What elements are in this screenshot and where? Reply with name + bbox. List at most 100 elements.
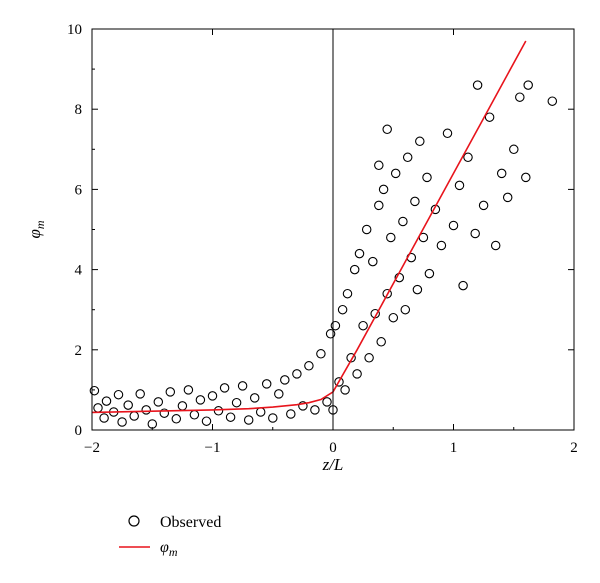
y-tick-label: 10 (67, 22, 82, 38)
observed-point (402, 152, 413, 163)
observed-point (388, 312, 399, 323)
observed-point (386, 232, 396, 243)
observed-point (424, 268, 435, 279)
observed-point (523, 80, 533, 90)
observed-point (255, 407, 266, 417)
observed-point (436, 240, 447, 251)
legend-phi-m-label: φm (160, 539, 178, 559)
observed-point (448, 220, 459, 231)
observed-point (374, 160, 384, 171)
observed-point (280, 375, 290, 385)
observed-point (472, 80, 483, 90)
observed-point (322, 397, 332, 407)
observed-point (412, 284, 423, 295)
observed-point (398, 216, 408, 227)
legend-observed-marker (128, 515, 140, 527)
observed-point (442, 128, 453, 139)
observed-point (470, 228, 480, 239)
observed-point (490, 240, 501, 251)
observed-point (496, 168, 507, 179)
observed-point (422, 172, 432, 183)
observed-point (352, 369, 362, 379)
observed-point (141, 405, 151, 415)
observed-point (213, 406, 224, 416)
observed-point (521, 172, 531, 183)
observed-point (325, 329, 336, 339)
observed-point (219, 383, 230, 393)
observed-point (334, 377, 344, 387)
observed-point (415, 136, 425, 147)
observed-point (268, 413, 278, 423)
x-tick-label: 2 (570, 440, 578, 456)
phi-m-curve (91, 40, 527, 414)
observed-point (454, 180, 465, 191)
observed-point (374, 200, 384, 211)
observed-point (243, 415, 254, 425)
observed-point (195, 395, 206, 405)
observed-point (515, 92, 525, 102)
observed-point (249, 393, 260, 403)
observed-point (310, 405, 320, 415)
observed-point (159, 408, 170, 418)
observed-point (358, 320, 368, 331)
observed-point (183, 385, 194, 395)
observed-point (547, 96, 558, 106)
phi-m-curve-layer (91, 40, 527, 414)
observed-point (237, 381, 248, 391)
y-tick-label: 6 (75, 182, 83, 198)
observed-point (390, 168, 401, 179)
observed-point (509, 144, 519, 155)
observed-point (89, 385, 100, 396)
observed-point (364, 353, 374, 363)
observed-point (484, 112, 495, 122)
observed-point (298, 401, 308, 411)
observed-point (171, 414, 182, 424)
observed-point (463, 152, 473, 163)
observed-point (346, 353, 356, 363)
observed-point (378, 184, 389, 195)
observed-point (382, 124, 392, 135)
observed-point (337, 304, 348, 315)
legend: Observed φm (119, 514, 221, 559)
y-tick-label: 4 (75, 263, 83, 279)
observed-point (165, 387, 176, 397)
observed-point (316, 349, 326, 359)
observed-point (261, 379, 272, 389)
observed-point (354, 248, 365, 259)
observed-point (368, 256, 378, 267)
observed-point (400, 304, 411, 315)
observed-point (292, 369, 302, 379)
observed-point (177, 401, 188, 411)
y-tick-label: 2 (75, 343, 83, 359)
x-tick-label: 0 (329, 440, 337, 456)
y-tick-label: 8 (75, 102, 83, 118)
observed-point (502, 192, 513, 203)
observed-point (304, 361, 314, 371)
observed-point (376, 337, 386, 347)
observed-point (153, 397, 164, 407)
observed-point (286, 409, 296, 419)
observed-point (382, 288, 392, 299)
observed-point (274, 389, 284, 399)
observed-point (340, 385, 350, 395)
observed-point (117, 417, 127, 427)
observed-point (189, 410, 200, 420)
x-tick-label: −2 (84, 440, 100, 456)
observed-point (129, 411, 139, 421)
observed-point (458, 280, 468, 291)
observed-point (101, 396, 112, 406)
observed-point (99, 413, 109, 423)
y-tick-label: 0 (75, 423, 83, 439)
axes-layer: −2 −1 0 1 2 0 2 4 6 8 10 z/L φm (25, 22, 578, 474)
observed-point (231, 397, 242, 408)
x-tick-label: 1 (450, 440, 458, 456)
x-axis-label: z/L (322, 455, 344, 474)
observed-point (123, 400, 133, 410)
observed-point (113, 389, 124, 400)
y-axis-label: φm (25, 220, 47, 238)
observed-point (410, 196, 420, 207)
legend-observed-label: Observed (160, 514, 221, 531)
observed-point (361, 224, 372, 235)
